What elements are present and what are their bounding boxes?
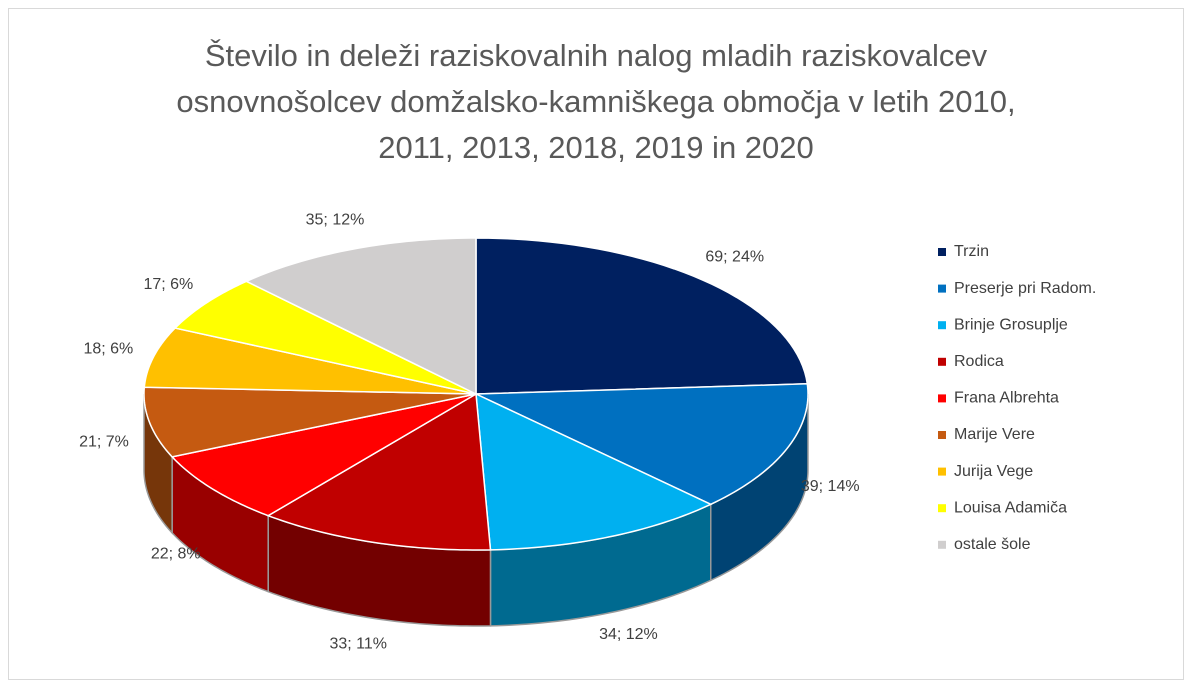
legend-label: Jurija Vege — [954, 463, 1033, 480]
chart-title: osnovnošolcev domžalsko-kamniškega območ… — [176, 84, 1015, 119]
legend-marker — [938, 394, 946, 403]
pie-slice — [475, 392, 713, 551]
legend-marker — [938, 357, 946, 366]
data-label: 35; 12% — [306, 211, 365, 228]
legend-label: Rodica — [954, 353, 1004, 370]
pie-slice — [143, 327, 477, 395]
pie-slice — [475, 383, 809, 506]
legend-label: Louisa Adamiča — [954, 499, 1067, 516]
legend-label: ostale šole — [954, 536, 1031, 553]
chart-title: 2011, 2013, 2018, 2019 in 2020 — [378, 130, 814, 165]
legend-label: Preserje pri Radom. — [954, 280, 1096, 297]
data-label: 39; 14% — [801, 478, 860, 495]
data-label: 34; 12% — [599, 626, 658, 643]
pie-slice — [244, 237, 477, 396]
legend-label: Trzin — [954, 243, 989, 260]
legend-label: Frana Albrehta — [954, 390, 1059, 407]
data-label: 22; 8% — [151, 545, 201, 562]
legend-label: Brinje Grosuplje — [954, 316, 1068, 333]
pie-slice — [170, 393, 477, 517]
data-label: 33; 11% — [329, 635, 387, 652]
legend-marker — [938, 504, 946, 513]
data-label: 21; 7% — [79, 434, 129, 451]
pie-slice — [475, 237, 809, 395]
pie-slice — [143, 386, 477, 458]
legend-marker — [938, 467, 946, 476]
pie-slice — [173, 280, 477, 395]
legend-marker — [938, 284, 946, 293]
legend-marker — [938, 431, 946, 439]
legend-marker — [938, 248, 946, 256]
data-label: 17; 6% — [143, 276, 193, 293]
legend-marker — [938, 321, 946, 330]
pie-slice — [266, 392, 492, 551]
chart-title: Število in deleži raziskovalnih nalog ml… — [205, 38, 988, 73]
data-label: 18; 6% — [83, 341, 133, 358]
data-label: 69; 24% — [705, 249, 764, 266]
legend-label: Marije Vere — [954, 426, 1035, 443]
legend-marker — [938, 540, 946, 549]
